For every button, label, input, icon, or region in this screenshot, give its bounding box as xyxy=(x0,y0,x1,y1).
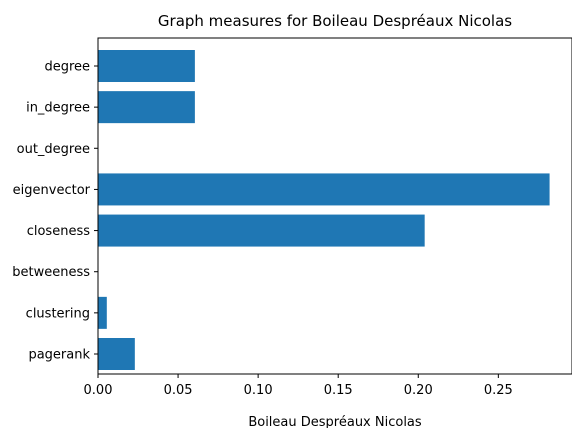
x-tick-label: 0.05 xyxy=(164,383,193,398)
y-tick-label: out_degree xyxy=(17,142,90,157)
x-tick-label: 0.15 xyxy=(324,383,353,398)
y-axis-ticks: degree in_degree out_degree eigenvector clos… xyxy=(12,60,98,363)
plot-area-frame xyxy=(97,37,572,375)
x-tick-label: 0.20 xyxy=(404,383,433,398)
x-tick-label: 0.00 xyxy=(84,383,113,398)
y-tick-label: eigenvector xyxy=(13,183,91,198)
y-tick-label: betweeness xyxy=(12,265,90,280)
bar-in_degree xyxy=(98,91,195,124)
y-tick-label: degree xyxy=(44,60,90,75)
y-tick-label: pagerank xyxy=(28,348,90,363)
bars-layer xyxy=(98,50,550,370)
x-axis-ticks: 0.00 0.05 0.10 0.15 0.20 0.25 xyxy=(84,374,513,398)
x-axis-label: Boileau Despréaux Nicolas xyxy=(248,415,422,428)
y-tick-label: in_degree xyxy=(26,101,90,116)
bar-pagerank xyxy=(98,338,135,370)
x-tick-label: 0.10 xyxy=(244,383,273,398)
bar-closeness xyxy=(98,214,425,247)
bar-degree xyxy=(98,50,195,82)
bar-clustering xyxy=(98,296,107,329)
x-tick-label: 0.25 xyxy=(484,383,513,398)
y-tick-label: closeness xyxy=(27,224,90,239)
y-tick-label: clustering xyxy=(26,306,90,321)
bar-eigenvector xyxy=(98,173,550,206)
chart-title: Graph measures for Boileau Despréaux Nic… xyxy=(158,12,512,30)
